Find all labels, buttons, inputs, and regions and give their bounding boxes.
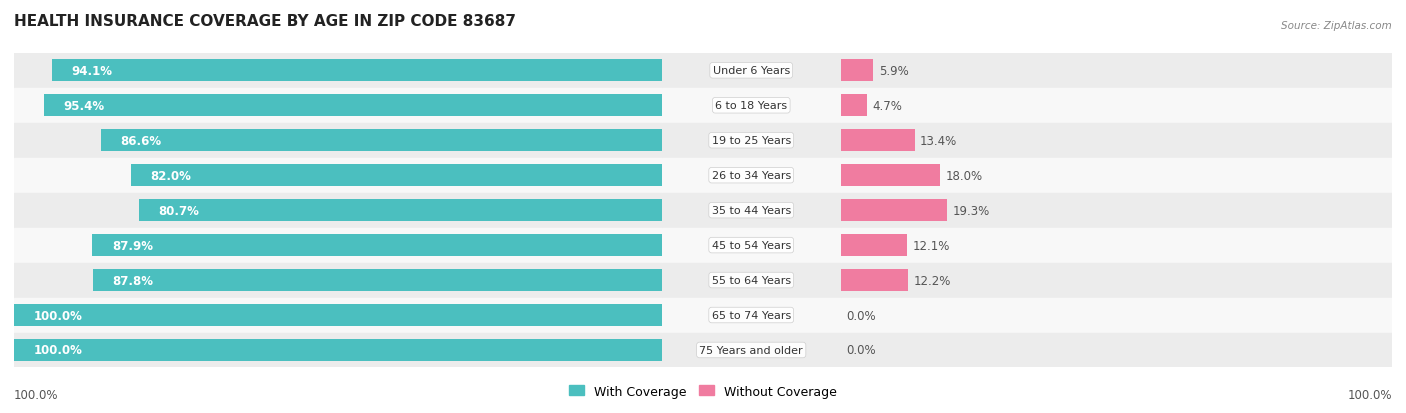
Text: 4.7%: 4.7% — [872, 100, 903, 112]
Text: 87.8%: 87.8% — [112, 274, 153, 287]
Text: 100.0%: 100.0% — [1347, 388, 1392, 401]
Bar — [14, 339, 662, 361]
Text: 19 to 25 Years: 19 to 25 Years — [711, 136, 790, 146]
Bar — [14, 298, 662, 333]
Text: Under 6 Years: Under 6 Years — [713, 66, 790, 76]
Text: 75 Years and older: 75 Years and older — [699, 345, 803, 355]
Bar — [841, 165, 941, 187]
Bar — [841, 130, 915, 152]
Bar — [14, 228, 662, 263]
Bar — [131, 165, 662, 187]
Text: 12.2%: 12.2% — [914, 274, 950, 287]
Bar — [662, 298, 841, 333]
Text: 12.1%: 12.1% — [912, 239, 950, 252]
Text: Source: ZipAtlas.com: Source: ZipAtlas.com — [1281, 21, 1392, 31]
Bar — [14, 88, 662, 123]
Bar — [662, 193, 841, 228]
Text: 45 to 54 Years: 45 to 54 Years — [711, 240, 790, 251]
Text: 5.9%: 5.9% — [879, 65, 908, 78]
Bar — [662, 263, 841, 298]
Text: 86.6%: 86.6% — [121, 134, 162, 147]
Text: 82.0%: 82.0% — [150, 169, 191, 182]
Text: 55 to 64 Years: 55 to 64 Years — [711, 275, 790, 285]
Text: HEALTH INSURANCE COVERAGE BY AGE IN ZIP CODE 83687: HEALTH INSURANCE COVERAGE BY AGE IN ZIP … — [14, 14, 516, 29]
Bar — [14, 263, 662, 298]
Text: 18.0%: 18.0% — [945, 169, 983, 182]
Text: 80.7%: 80.7% — [159, 204, 200, 217]
Bar — [841, 200, 948, 221]
Text: 65 to 74 Years: 65 to 74 Years — [711, 310, 790, 320]
Bar — [662, 123, 841, 158]
Text: 13.4%: 13.4% — [920, 134, 957, 147]
Legend: With Coverage, Without Coverage: With Coverage, Without Coverage — [564, 380, 842, 403]
Bar — [841, 88, 1392, 123]
Bar — [14, 158, 662, 193]
Bar — [841, 298, 1392, 333]
Text: 95.4%: 95.4% — [63, 100, 104, 112]
Bar — [93, 235, 662, 256]
Text: 100.0%: 100.0% — [34, 344, 83, 356]
Bar — [662, 158, 841, 193]
Bar — [662, 88, 841, 123]
Bar — [14, 123, 662, 158]
Text: 19.3%: 19.3% — [953, 204, 990, 217]
Text: 100.0%: 100.0% — [34, 309, 83, 322]
Bar — [841, 263, 1392, 298]
Text: 26 to 34 Years: 26 to 34 Years — [711, 171, 790, 181]
Bar — [52, 60, 662, 82]
Bar — [44, 95, 662, 117]
Bar — [841, 333, 1392, 368]
Bar — [662, 333, 841, 368]
Bar — [14, 304, 662, 326]
Bar — [14, 333, 662, 368]
Bar — [662, 228, 841, 263]
Bar — [841, 228, 1392, 263]
Bar — [14, 54, 662, 88]
Bar — [841, 235, 907, 256]
Bar — [841, 193, 1392, 228]
Text: 0.0%: 0.0% — [846, 344, 876, 356]
Bar — [841, 123, 1392, 158]
Text: 94.1%: 94.1% — [72, 65, 112, 78]
Text: 100.0%: 100.0% — [14, 388, 59, 401]
Bar — [662, 54, 841, 88]
Text: 0.0%: 0.0% — [846, 309, 876, 322]
Bar — [841, 158, 1392, 193]
Bar — [841, 270, 908, 291]
Bar — [139, 200, 662, 221]
Text: 87.9%: 87.9% — [112, 239, 153, 252]
Bar — [841, 60, 873, 82]
Text: 6 to 18 Years: 6 to 18 Years — [716, 101, 787, 111]
Bar — [14, 193, 662, 228]
Text: 35 to 44 Years: 35 to 44 Years — [711, 206, 790, 216]
Bar — [93, 270, 662, 291]
Bar — [841, 95, 866, 117]
Bar — [841, 54, 1392, 88]
Bar — [101, 130, 662, 152]
